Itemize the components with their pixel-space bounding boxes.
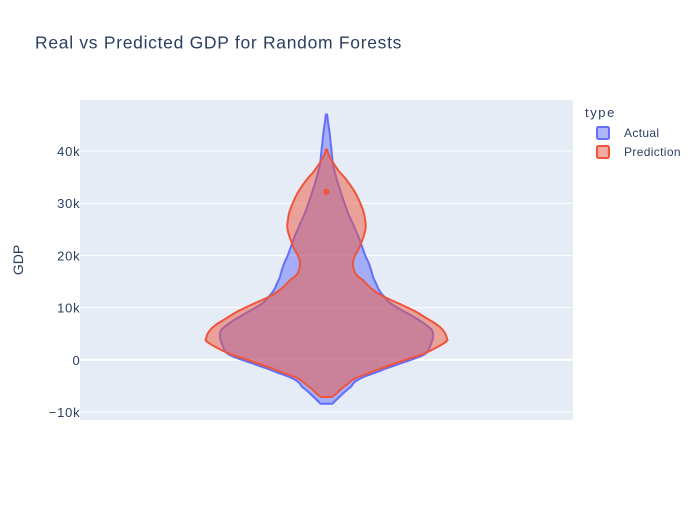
svg-text:0: 0: [72, 353, 80, 368]
svg-text:10k: 10k: [57, 301, 80, 316]
svg-text:−10k: −10k: [49, 405, 81, 420]
svg-text:Real vs Predicted GDP for Rand: Real vs Predicted GDP for Random Forests: [35, 33, 402, 53]
svg-text:type: type: [585, 105, 616, 120]
svg-text:GDP: GDP: [10, 245, 26, 275]
svg-text:30k: 30k: [57, 196, 80, 211]
svg-text:40k: 40k: [57, 144, 80, 159]
svg-text:Prediction: Prediction: [624, 145, 681, 159]
svg-text:20k: 20k: [57, 248, 80, 263]
svg-text:Actual: Actual: [624, 126, 659, 140]
